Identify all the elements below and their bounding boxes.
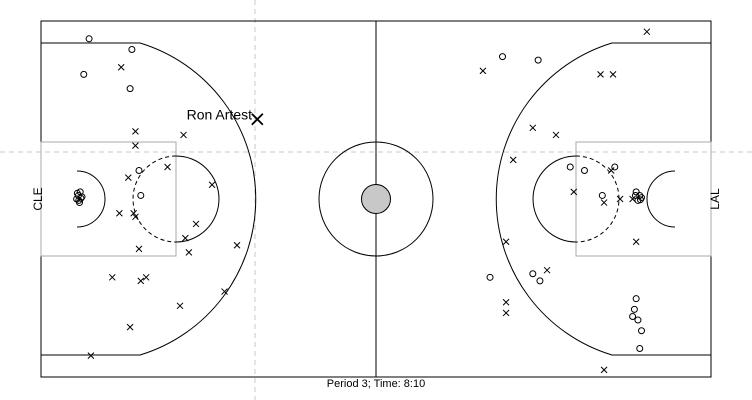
missed-shot-marker [132,142,139,149]
made-shot-marker [126,85,134,93]
missed-shot-marker [117,63,125,71]
restricted-arc-right [646,170,676,228]
missed-shot-marker [616,195,624,203]
missed-shot-marker [87,352,95,359]
missed-shot-marker [609,71,617,78]
free-throw-circle-left-top [175,155,220,243]
missed-shot-marker [552,131,560,139]
missed-shot-marker [124,174,132,181]
missed-shot-marker [180,131,187,139]
made-shot-marker [630,305,638,313]
three-point-arc-right [495,42,711,356]
missed-shot-marker [607,167,615,174]
missed-shot-marker [135,245,143,253]
made-shot-marker [135,167,143,175]
missed-shot-marker [130,209,138,217]
free-throw-circle-right-bottom [575,155,620,243]
made-shot-marker [80,70,88,78]
made-shot-marker [499,53,507,61]
made-shot-marker [529,270,537,278]
paint-right [575,141,712,257]
missed-shot-marker [502,238,510,246]
missed-shot-marker [185,249,193,256]
made-shot-marker [598,191,606,199]
made-shot-marker [534,56,542,64]
missed-shot-marker [597,71,604,78]
missed-shot-marker [600,366,608,374]
made-shot-marker [638,327,646,335]
made-shot-marker [632,188,640,196]
missed-shot-marker [502,298,510,306]
three-point-arc-left [41,42,257,356]
missed-shot-marker [192,220,200,228]
made-shot-marker [137,191,145,199]
period-time-label: Period 3; Time: 8:10 [327,378,425,390]
free-throw-circle-right-top [532,155,577,243]
made-shot-marker [536,277,544,285]
missed-shot-marker [643,28,651,36]
missed-shot-marker [509,156,517,164]
team-label-right: LAL [708,188,722,210]
missed-shot-marker [221,288,228,295]
made-shot-marker [632,295,640,303]
made-shot-marker [77,194,85,202]
made-shot-marker [75,196,83,204]
missed-shot-marker [132,128,139,135]
missed-shot-marker [181,234,189,242]
highlight-player-label: Ron Artest [187,106,252,122]
missed-shot-marker [176,302,184,310]
missed-shot-marker [632,238,640,246]
missed-shot-marker [142,273,150,281]
center-circle-outer [318,141,434,257]
made-shot-marker [636,196,644,204]
missed-shot-marker [543,266,551,274]
paint-left [40,141,177,257]
made-shot-marker [73,189,81,197]
made-shot-marker [631,191,639,199]
restricted-arc-left [76,170,106,228]
missed-shot-marker [164,163,171,171]
missed-shot-marker [132,213,139,221]
missed-shot-marker [233,241,241,249]
highlight-shot-marker [251,113,264,126]
made-shot-marker [629,312,637,320]
made-shot-marker [636,345,644,353]
made-shot-marker [486,273,494,281]
shot-markers [73,28,651,374]
made-shot-marker [85,35,93,43]
missed-shot-marker [108,273,116,281]
made-shot-marker [128,45,136,53]
missed-shot-marker [570,188,578,196]
made-shot-marker [580,167,588,175]
free-throw-circle-left-bottom [132,155,177,243]
made-shot-marker [611,163,619,171]
missed-shot-marker [529,124,537,132]
missed-shot-marker [479,67,487,75]
missed-shot-marker [116,209,123,217]
missed-shot-marker [137,277,145,285]
missed-shot-marker [126,323,134,331]
made-shot-marker [634,316,642,324]
made-shot-marker [566,163,574,171]
missed-shot-marker [600,199,608,206]
missed-shot-marker [208,181,216,189]
center-circle-inner [361,184,391,214]
missed-shot-marker [629,195,636,203]
missed-shot-marker [502,309,510,317]
team-label-left: CLE [31,187,45,210]
